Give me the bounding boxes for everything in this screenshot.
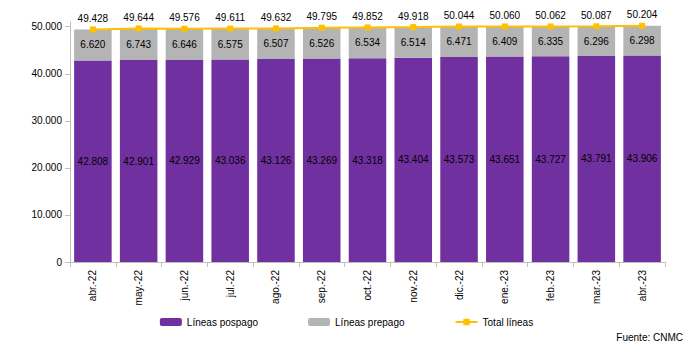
svg-text:42.901: 42.901	[123, 156, 154, 167]
svg-text:43.404: 43.404	[398, 154, 429, 165]
svg-text:dic.-22: dic.-22	[454, 270, 465, 300]
svg-text:43.269: 43.269	[306, 155, 337, 166]
svg-text:50.044: 50.044	[444, 10, 475, 21]
svg-text:abr.-23: abr.-23	[637, 270, 648, 302]
svg-text:nov.-22: nov.-22	[408, 270, 419, 303]
svg-text:sep.-22: sep.-22	[316, 270, 327, 304]
svg-text:43.791: 43.791	[581, 153, 612, 164]
svg-text:6.471: 6.471	[447, 36, 472, 47]
svg-text:42.808: 42.808	[78, 156, 109, 167]
svg-text:0: 0	[56, 257, 62, 268]
svg-text:50.000: 50.000	[31, 21, 62, 32]
svg-text:ene.-23: ene.-23	[499, 270, 510, 304]
svg-text:43.126: 43.126	[261, 155, 292, 166]
svg-text:43.573: 43.573	[444, 154, 475, 165]
svg-text:6.298: 6.298	[630, 35, 655, 46]
svg-text:43.727: 43.727	[535, 154, 566, 165]
svg-text:abr.-22: abr.-22	[87, 270, 98, 302]
svg-text:6.335: 6.335	[538, 36, 563, 47]
svg-text:49.795: 49.795	[306, 11, 337, 22]
svg-text:10.000: 10.000	[31, 209, 62, 220]
svg-text:49.918: 49.918	[398, 11, 429, 22]
svg-text:6.620: 6.620	[80, 39, 105, 50]
svg-text:Fuente: CNMC: Fuente: CNMC	[616, 332, 683, 343]
svg-text:feb.-23: feb.-23	[545, 270, 556, 302]
svg-text:6.575: 6.575	[218, 39, 243, 50]
svg-text:30.000: 30.000	[31, 115, 62, 126]
svg-text:50.060: 50.060	[490, 10, 521, 21]
svg-text:49.611: 49.611	[215, 12, 245, 23]
svg-text:49.428: 49.428	[78, 13, 109, 24]
svg-text:6.514: 6.514	[401, 37, 426, 48]
svg-text:43.651: 43.651	[490, 154, 521, 165]
svg-text:mar.-23: mar.-23	[591, 270, 602, 304]
svg-text:43.318: 43.318	[352, 155, 383, 166]
svg-text:may.-22: may.-22	[133, 270, 144, 306]
svg-text:jun.-22: jun.-22	[179, 270, 190, 302]
svg-text:49.576: 49.576	[169, 12, 200, 23]
svg-text:oct.-22: oct.-22	[362, 270, 373, 301]
svg-text:jul.-22: jul.-22	[225, 270, 236, 299]
svg-text:6.526: 6.526	[309, 38, 334, 49]
svg-text:6.743: 6.743	[126, 39, 151, 50]
svg-text:40.000: 40.000	[31, 68, 62, 79]
svg-text:50.087: 50.087	[581, 10, 612, 21]
svg-text:42.929: 42.929	[169, 155, 200, 166]
svg-text:20.000: 20.000	[31, 162, 62, 173]
svg-text:6.409: 6.409	[492, 36, 517, 47]
svg-text:Líneas pospago: Líneas pospago	[187, 317, 259, 328]
svg-text:49.852: 49.852	[352, 11, 383, 22]
svg-text:6.646: 6.646	[172, 39, 197, 50]
svg-text:Total líneas: Total líneas	[483, 317, 534, 328]
svg-text:50.062: 50.062	[535, 10, 566, 21]
svg-text:6.534: 6.534	[355, 37, 380, 48]
svg-text:49.644: 49.644	[123, 12, 154, 23]
svg-text:ago.-22: ago.-22	[270, 270, 281, 304]
svg-text:50.204: 50.204	[627, 9, 658, 20]
svg-text:43.036: 43.036	[215, 155, 246, 166]
svg-text:43.906: 43.906	[627, 153, 658, 164]
svg-text:6.507: 6.507	[263, 38, 288, 49]
svg-text:6.296: 6.296	[584, 36, 609, 47]
svg-text:Líneas prepago: Líneas prepago	[335, 317, 405, 328]
svg-text:49.632: 49.632	[261, 12, 292, 23]
